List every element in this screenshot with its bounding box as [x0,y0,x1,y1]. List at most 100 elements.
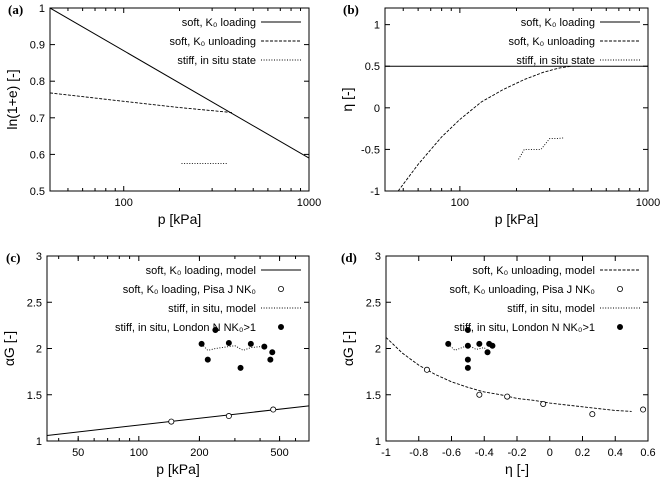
data-point [484,349,491,356]
y-axis-label: αG [-] [340,331,356,366]
y-tick-label: 2 [36,344,42,356]
legend-marker [617,285,624,292]
data-point [212,326,219,333]
data-point [269,349,276,356]
y-tick-label: 2 [375,344,381,356]
data-point [423,366,430,373]
legend-entry: soft, K₀ loading [182,17,256,29]
legend: soft, K₀ loading soft, K₀ unloading stiff,… [508,17,640,67]
x-tick-label: 200 [190,447,208,459]
series-line [50,92,234,114]
y-axis-label: ln(1+e) [-] [4,69,20,129]
legend-entry: soft, K₀ loading [521,17,595,29]
x-tick-label: -1 [381,447,391,459]
x-axis-label: p [kPa] [158,211,202,227]
y-tick-label: 0.5 [365,61,380,73]
panel-label: (c) [6,250,20,265]
legend-entry: soft, K₀ loading, model [146,265,256,277]
y-tick-label: 1.5 [366,390,381,402]
x-tick-label: 1000 [636,197,660,209]
y-tick-label: -0.5 [361,144,380,156]
legend: soft, K₀ unloading, model soft, K₀ unload… [450,265,640,334]
x-tick-label: 100 [115,197,133,209]
legend-marker [277,323,284,330]
x-tick-label: -0.2 [508,447,527,459]
x-tick-label: 0 [547,447,553,459]
data-point [640,406,647,413]
series-line [386,337,632,412]
legend-marker [617,323,624,330]
x-tick-label: 0.6 [640,447,655,459]
data-point [464,326,471,333]
legend: soft, K₀ loading, model soft, K₀ loading,… [115,265,301,334]
x-tick-label: -0.8 [409,447,428,459]
x-tick-label: 500 [270,447,288,459]
y-tick-label: 3 [375,251,381,263]
data-point [225,413,232,420]
y-tick-label: -1 [370,186,380,198]
legend: soft, K₀ loading soft, K₀ unloading stiff,… [169,17,301,67]
series-line [50,8,309,159]
series-line [47,405,309,436]
legend-entry: soft, K₀ unloading [169,36,256,48]
y-tick-label: 1 [374,20,380,32]
data-point [261,343,268,350]
y-axis-label: αG [-] [1,331,17,366]
x-axis-label: p [kPa] [156,461,200,477]
legend-entry: stiff, in situ, model [168,303,256,315]
y-tick-label: 1 [39,3,45,15]
data-point [267,356,274,363]
panel-label: (a) [8,2,23,17]
y-tick-label: 0.5 [30,186,45,198]
legend-entry: soft, K₀ loading, Pisa J NK₀ [123,284,256,296]
panel-label: (b) [343,2,359,17]
y-tick-label: 2.5 [366,297,381,309]
data-point [540,400,547,407]
legend-entry: stiff, in situ state [516,55,595,67]
legend-entry: stiff, in situ, model [507,303,595,315]
y-tick-label: 0.9 [30,40,45,52]
data-point [247,340,254,347]
panel-3: 50 100 200 500 1 1.5 2 2.5 3 p [kPa] αG [-] (c) soft… [1,250,310,477]
x-tick-label: 1000 [297,197,321,209]
y-tick-label: 3 [36,251,42,263]
legend-entry: soft, K₀ unloading [508,36,595,48]
y-tick-label: 0.6 [30,149,45,161]
data-point [237,364,244,371]
legend-entry: stiff, in situ, London N NK₀>1 [454,322,595,334]
y-tick-label: 0.7 [30,113,45,125]
data-point [476,340,483,347]
data-point [464,342,471,349]
data-point [589,411,596,418]
y-tick-label: 1 [36,436,42,448]
legend-entry: soft, K₀ unloading, model [472,265,595,277]
series-layer [385,65,648,191]
series-layer [386,326,647,418]
legend-marker [277,285,284,292]
data-point [445,340,452,347]
series-line [201,343,261,351]
x-tick-label: 0.4 [608,447,623,459]
series-layer [47,326,309,436]
data-point [198,340,205,347]
x-tick-label: -0.6 [442,447,461,459]
data-point [489,342,496,349]
data-point [464,356,471,363]
data-point [270,406,277,413]
panel-1: 100 1000 0.5 0.6 0.7 0.8 0.9 1 p [kPa] ln(1+e) [-… [4,2,321,227]
y-tick-label: 1.5 [27,390,42,402]
x-tick-label: 100 [130,447,148,459]
x-axis-label: p [kPa] [495,211,539,227]
data-point [225,339,232,346]
panel-2: 100 1000 -1 -0.5 0 0.5 1 p [kPa] η [-] (b) soft, K… [339,2,660,227]
data-point [168,418,175,425]
series-layer [50,8,309,165]
panel-4: -1 -0.8 -0.6 -0.4 -0.2 0 0.2 0.4 0.6 1 1.5 2 2.5 3 η [… [340,250,656,477]
data-point [504,393,511,400]
series-line [397,65,572,191]
x-tick-label: -0.4 [475,447,494,459]
data-point [204,356,211,363]
x-tick-label: 50 [72,447,84,459]
legend-entry: soft, K₀ unloading, Pisa J NK₀ [450,284,595,296]
